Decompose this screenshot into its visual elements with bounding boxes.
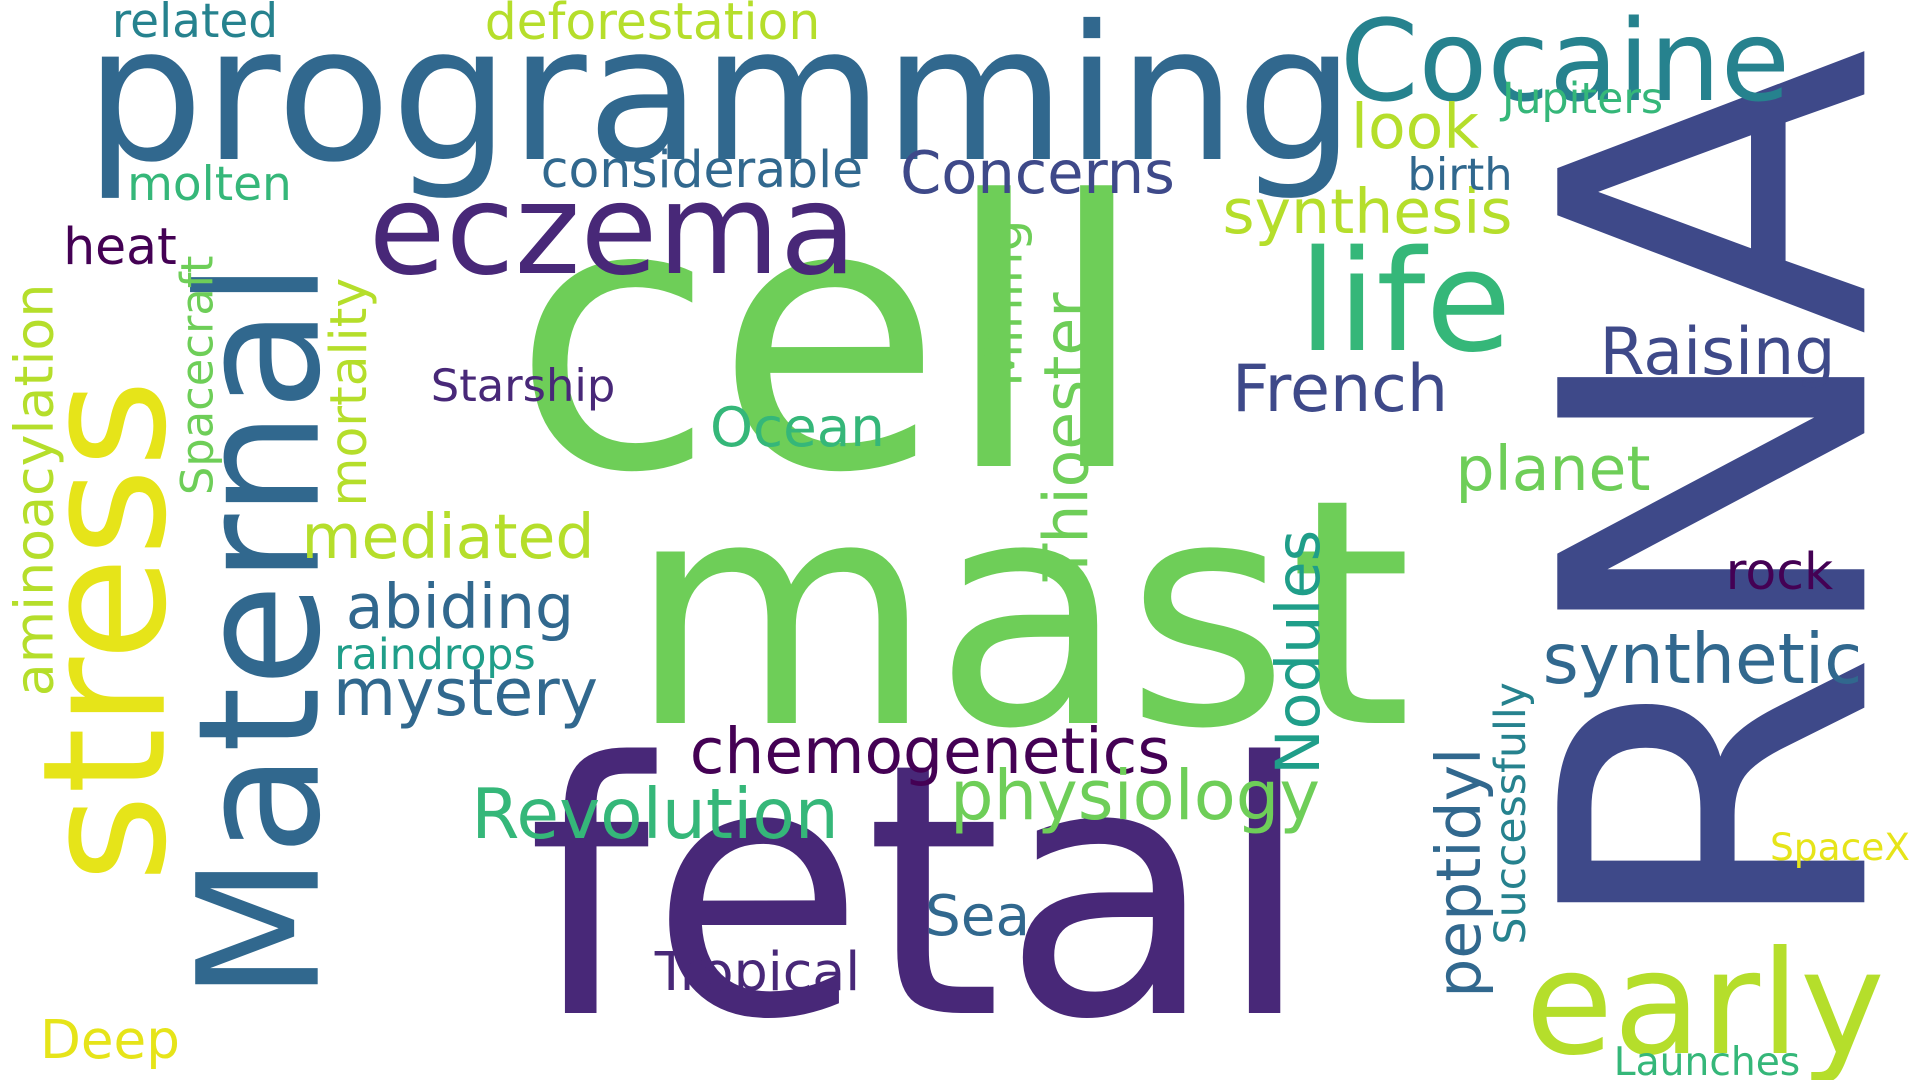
word-peptidyl: peptidyl: [1422, 747, 1495, 998]
word-molten: molten: [127, 156, 292, 212]
word-raising: Raising: [1599, 314, 1836, 390]
word-spacecraft: Spacecraft: [170, 255, 224, 495]
word-abiding: abiding: [345, 570, 575, 643]
word-birth: birth: [1407, 147, 1513, 201]
word-programming: programming: [84, 0, 1356, 204]
word-cocaine: Cocaine: [1340, 0, 1790, 128]
word-eczema: eczema: [368, 157, 857, 304]
word-planet: planet: [1455, 432, 1651, 505]
word-synthesis: synthesis: [1222, 175, 1513, 248]
word-raindrops: raindrops: [334, 629, 536, 680]
word-mining: Mining: [974, 219, 1034, 387]
word-tropical: Tropical: [654, 940, 861, 1004]
word-thioester: Thioester: [1030, 292, 1103, 582]
word-concerns: Concerns: [900, 137, 1175, 207]
word-mortality: mortality: [319, 278, 379, 507]
word-mediated: mediated: [301, 500, 595, 573]
word-ocean: Ocean: [710, 395, 885, 460]
word-sea: Sea: [925, 884, 1031, 950]
word-considerable: considerable: [540, 140, 864, 200]
word-life: life: [1298, 220, 1512, 384]
word-deforestation: deforestation: [484, 0, 821, 52]
word-heat: heat: [63, 217, 177, 277]
word-starship: Starship: [430, 358, 616, 412]
word-spacex: SpaceX: [1770, 825, 1910, 870]
word-mast: mast: [628, 432, 1412, 798]
word-revolution: Revolution: [471, 775, 839, 856]
word-look: look: [1350, 90, 1480, 163]
word-nodules: Nodules: [1264, 530, 1335, 775]
word-cell: cell: [512, 124, 1148, 555]
word-related: related: [111, 0, 279, 49]
word-successfully: Successfully: [1485, 681, 1536, 945]
word-fetal: fetal: [526, 690, 1314, 1080]
word-early: early: [1525, 920, 1885, 1080]
word-aminoacylation: aminoacylation: [2, 283, 66, 697]
word-rock: rock: [1725, 542, 1834, 602]
word-deep: Deep: [40, 1009, 180, 1071]
word-mystery: mystery: [333, 655, 599, 731]
word-chemogenetics: chemogenetics: [689, 714, 1171, 788]
word-french: French: [1232, 351, 1449, 427]
word-physiology: physiology: [950, 755, 1321, 836]
word-jupiters: Jupiters: [1502, 73, 1664, 124]
word-synthetic: synthetic: [1542, 620, 1863, 701]
word-launches: Launches: [1613, 1039, 1801, 1080]
